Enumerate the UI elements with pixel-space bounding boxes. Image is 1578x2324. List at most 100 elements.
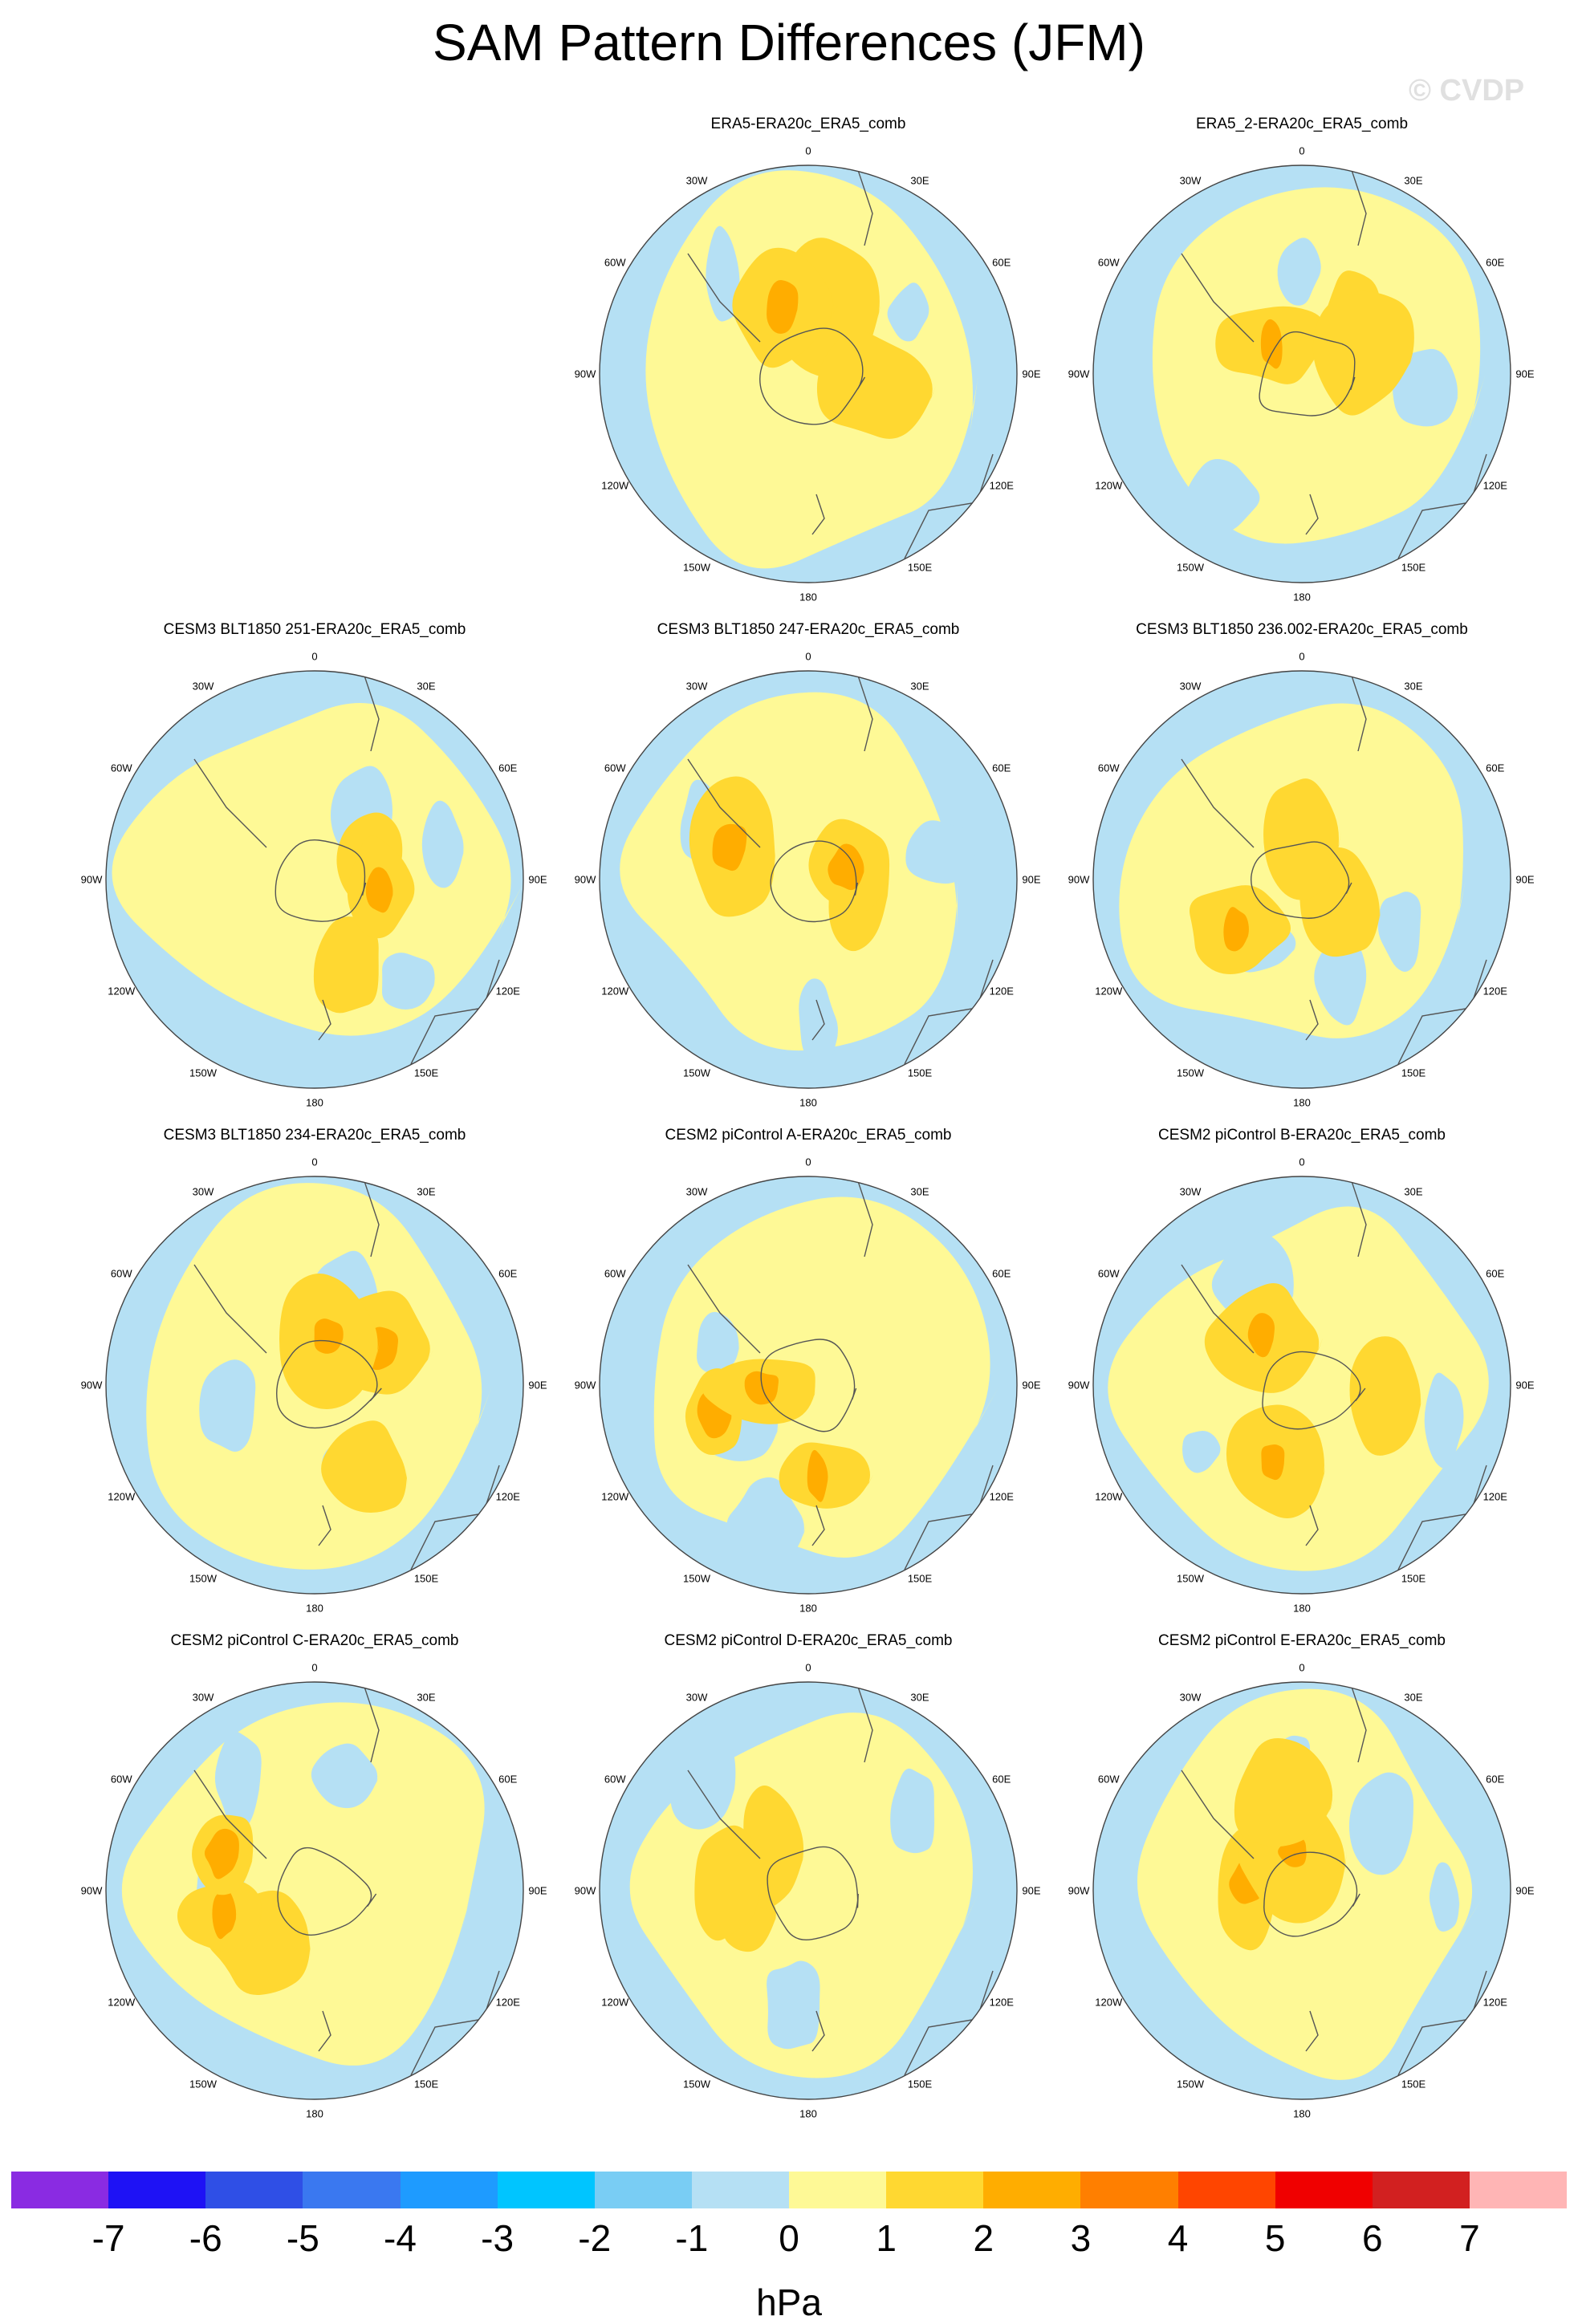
map-panel: CESM3 BLT1850 251-ERA20c_ERA5_comb 0 30E 60… [74, 621, 555, 1119]
longitude-label: 30E [417, 1691, 436, 1704]
africa-coastline [362, 671, 380, 752]
longitude-label: 120W [601, 1490, 629, 1503]
longitude-label: 120W [601, 1996, 629, 2009]
antarctica-coastline [275, 839, 367, 922]
australia-coastline [410, 959, 500, 1065]
map-border [105, 1176, 524, 1595]
longitude-label: 30W [685, 1691, 708, 1704]
longitude-label: 30W [192, 680, 214, 693]
south-america-coastline [687, 253, 761, 343]
longitude-label: 180 [306, 1602, 323, 1615]
longitude-label: 120E [1482, 479, 1507, 492]
colorbar-swatch [789, 2172, 887, 2208]
colorbar-swatch [205, 2172, 303, 2208]
panel-title: ERA5-ERA20c_ERA5_comb [710, 116, 906, 132]
map-border [105, 670, 524, 1089]
longitude-label: 60W [1097, 1267, 1120, 1280]
longitude-label: 60W [110, 762, 132, 774]
longitude-label: 90E [1515, 1379, 1535, 1392]
longitude-label: 90W [574, 1379, 596, 1392]
australia-coastline [1397, 1465, 1487, 1570]
panel-title: ERA5_2-ERA20c_ERA5_comb [1195, 116, 1409, 132]
longitude-label: 0 [1299, 144, 1305, 157]
new-zealand-coastline [811, 1505, 825, 1546]
negative-anomaly [905, 820, 977, 884]
longitude-label: 30W [1179, 1691, 1202, 1704]
longitude-label: 150E [413, 1067, 439, 1079]
colorbar-tick-label: 7 [1459, 2217, 1480, 2259]
positive-anomaly-strong [212, 1888, 238, 1940]
longitude-label: 180 [1293, 1096, 1311, 1109]
longitude-label: 90E [1515, 368, 1535, 380]
map-border [599, 165, 1018, 583]
africa-coastline [856, 1682, 873, 1763]
positive-anomaly-strong [712, 823, 747, 872]
longitude-label: 120E [495, 1490, 520, 1503]
longitude-label: 180 [1293, 2107, 1311, 2120]
map-panel: CESM2 piControl A-ERA20c_ERA5_comb 0 30E 60… [567, 1127, 1049, 1624]
new-zealand-coastline [811, 494, 825, 535]
panel-title: CESM2 piControl B-ERA20c_ERA5_comb [1158, 1127, 1446, 1144]
new-zealand-coastline [1305, 494, 1319, 535]
longitude-label: 180 [1293, 591, 1311, 603]
polar-map [599, 1176, 1018, 1595]
antarctica-coastline [1262, 1351, 1366, 1430]
longitude-label: 90W [574, 1884, 596, 1897]
africa-coastline [856, 671, 873, 752]
longitude-label: 90W [80, 1379, 103, 1392]
longitude-label: 90E [528, 873, 547, 886]
colorbar-swatch [886, 2172, 984, 2208]
longitude-label: 60W [110, 1773, 132, 1786]
longitude-label: 30W [685, 680, 708, 693]
longitude-label: 150E [907, 2078, 933, 2090]
negative-anomaly [697, 1311, 740, 1374]
longitude-label: 90E [1022, 368, 1041, 380]
antarctica-coastline [767, 1846, 859, 1940]
colorbar-swatch [983, 2172, 1081, 2208]
longitude-label: 30W [1179, 1185, 1202, 1198]
antarctica-coastline [759, 327, 866, 425]
colorbar-swatch [497, 2172, 595, 2208]
colorbar-tick-label: -5 [286, 2217, 319, 2259]
longitude-label: 90W [1068, 1379, 1090, 1392]
colorbar-swatch [1469, 2172, 1567, 2208]
longitude-label: 30W [192, 1185, 214, 1198]
positive-anomaly-strong [204, 1828, 240, 1879]
positive-anomaly-strong [314, 1318, 344, 1354]
longitude-label: 30E [1404, 1691, 1423, 1704]
positive-anomaly-strong [1247, 1313, 1275, 1358]
longitude-label: 90E [1515, 1884, 1535, 1897]
longitude-label: 60W [604, 762, 626, 774]
longitude-label: 0 [805, 1661, 811, 1674]
longitude-label: 60E [992, 256, 1011, 269]
longitude-label: 60E [992, 762, 1011, 774]
map-border [1092, 1176, 1511, 1595]
panel-title: CESM2 piControl D-ERA20c_ERA5_comb [664, 1632, 953, 1649]
longitude-label: 30E [1404, 1185, 1423, 1198]
longitude-label: 30W [1179, 174, 1202, 187]
negative-anomaly [311, 1743, 380, 1809]
australia-coastline [1397, 959, 1487, 1065]
positive-anomaly [816, 331, 937, 439]
longitude-label: 60E [992, 1773, 1011, 1786]
longitude-label: 150W [189, 1572, 217, 1585]
colorbar-tick-label: -6 [189, 2217, 222, 2259]
panel-title: CESM2 piControl E-ERA20c_ERA5_comb [1158, 1632, 1446, 1649]
positive-anomaly [1234, 1737, 1336, 1847]
longitude-label: 150W [189, 1067, 217, 1079]
longitude-label: 150W [1177, 1067, 1204, 1079]
longitude-label: 120W [108, 985, 136, 997]
negative-anomaly [1314, 934, 1368, 1026]
longitude-label: 90E [1022, 873, 1041, 886]
longitude-label: 120E [989, 1490, 1014, 1503]
polar-map [599, 670, 1018, 1089]
panel-title: CESM3 BLT1850 234-ERA20c_ERA5_comb [163, 1127, 466, 1144]
polar-map [1092, 1681, 1511, 2100]
map-border [1092, 1681, 1511, 2100]
africa-coastline [362, 1682, 380, 1763]
longitude-label: 30E [910, 1691, 929, 1704]
new-zealand-coastline [1305, 1505, 1319, 1546]
australia-coastline [1397, 453, 1487, 559]
longitude-label: 120E [495, 1996, 520, 2009]
australia-coastline [1397, 1970, 1487, 2076]
